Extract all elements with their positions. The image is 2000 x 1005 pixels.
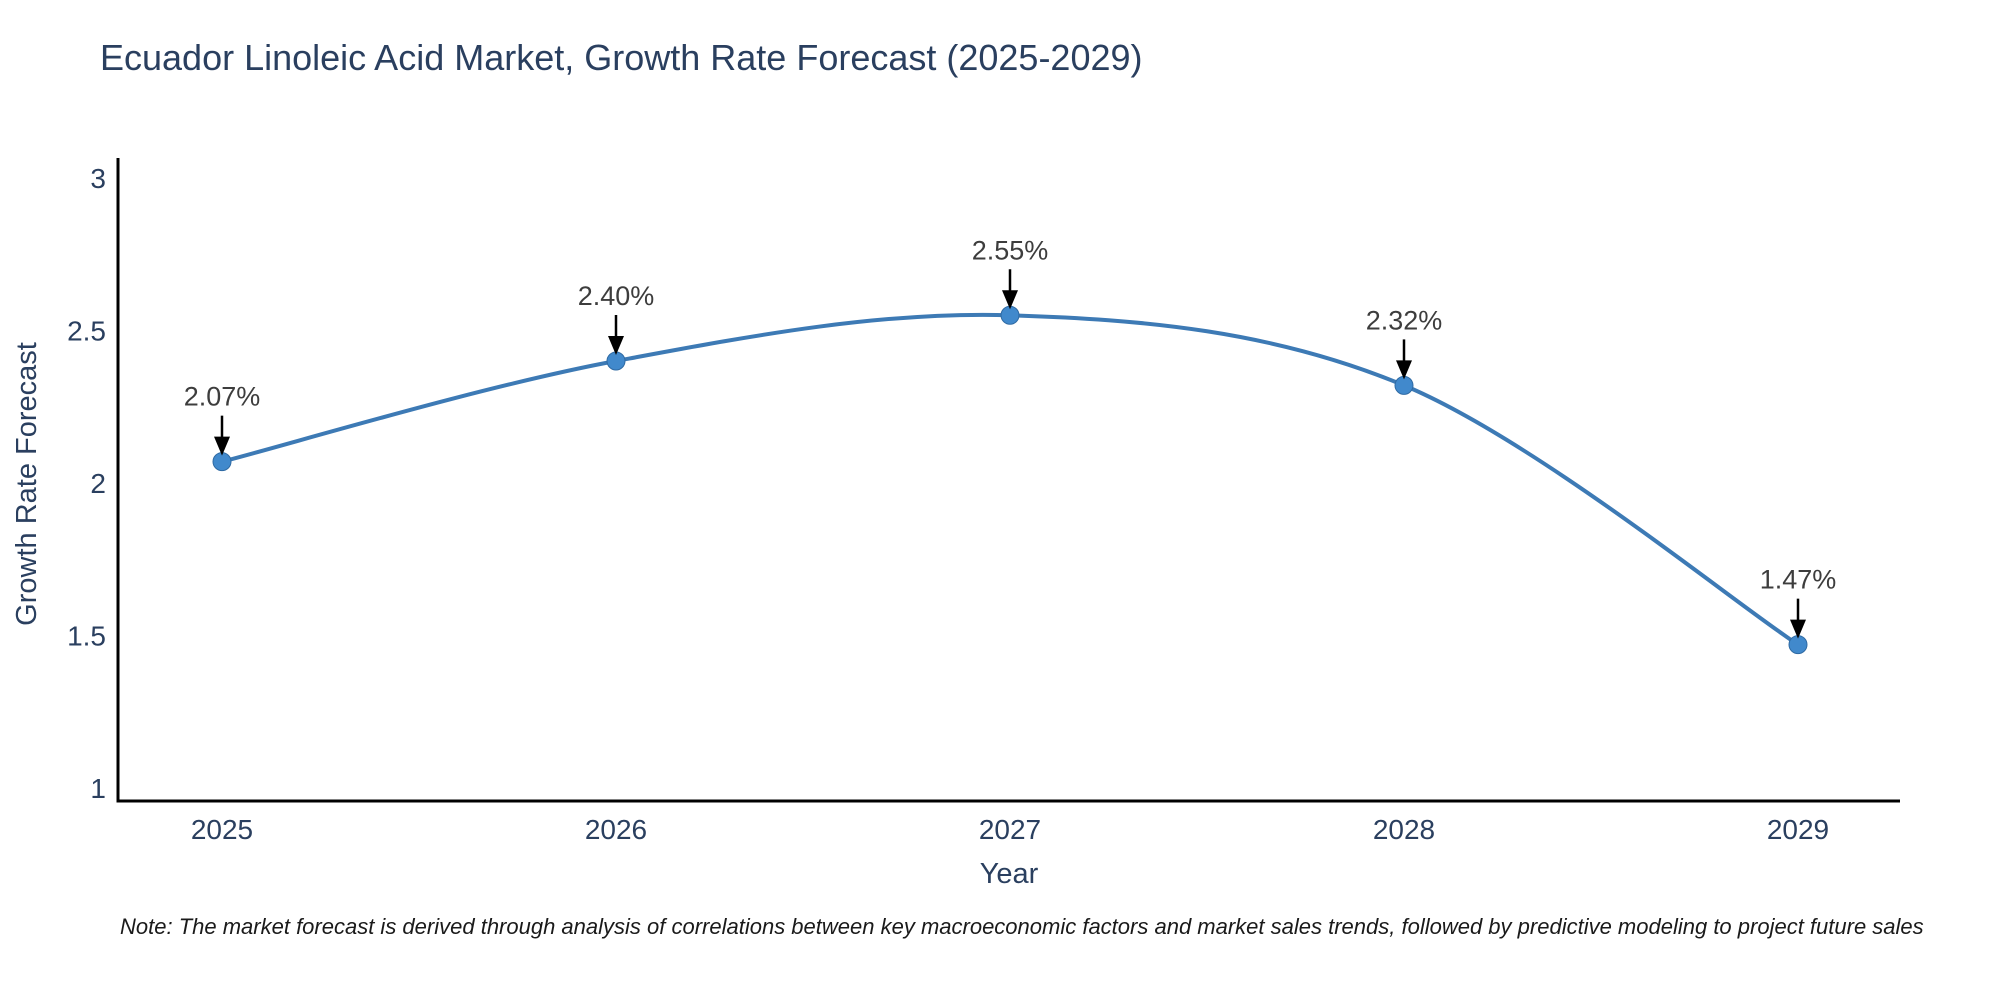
x-tick-label: 2026 <box>585 814 647 845</box>
chart-title: Ecuador Linoleic Acid Market, Growth Rat… <box>100 37 1143 78</box>
x-tick-label: 2029 <box>1767 814 1829 845</box>
y-tick-label: 3 <box>90 163 106 194</box>
forecast-line <box>221 312 1800 647</box>
point-value-label: 2.55% <box>972 235 1049 265</box>
x-tick-label: 2025 <box>191 814 253 845</box>
annotation-arrowhead-icon <box>1396 360 1412 380</box>
x-tick-label: 2028 <box>1373 814 1435 845</box>
annotation-arrowhead-icon <box>608 336 624 355</box>
x-axis-title: Year <box>979 858 1039 890</box>
y-axis-title: Growth Rate Forecast <box>11 342 43 626</box>
point-value-label: 2.07% <box>184 382 261 412</box>
annotation-arrowhead-icon <box>1790 619 1806 639</box>
y-tick-label: 2 <box>90 468 106 499</box>
x-tick-label: 2027 <box>979 814 1041 845</box>
point-value-label: 2.40% <box>578 281 655 311</box>
point-value-label: 1.47% <box>1760 565 1837 595</box>
point-value-label: 2.32% <box>1366 305 1443 335</box>
y-tick-label: 1 <box>90 773 106 804</box>
chart-note: Note: The market forecast is derived thr… <box>120 914 1924 939</box>
annotation-arrowhead-icon <box>214 436 230 456</box>
annotation-arrowhead-icon <box>1002 290 1018 310</box>
y-tick-label: 2.5 <box>67 316 106 347</box>
y-tick-label: 1.5 <box>67 621 106 652</box>
